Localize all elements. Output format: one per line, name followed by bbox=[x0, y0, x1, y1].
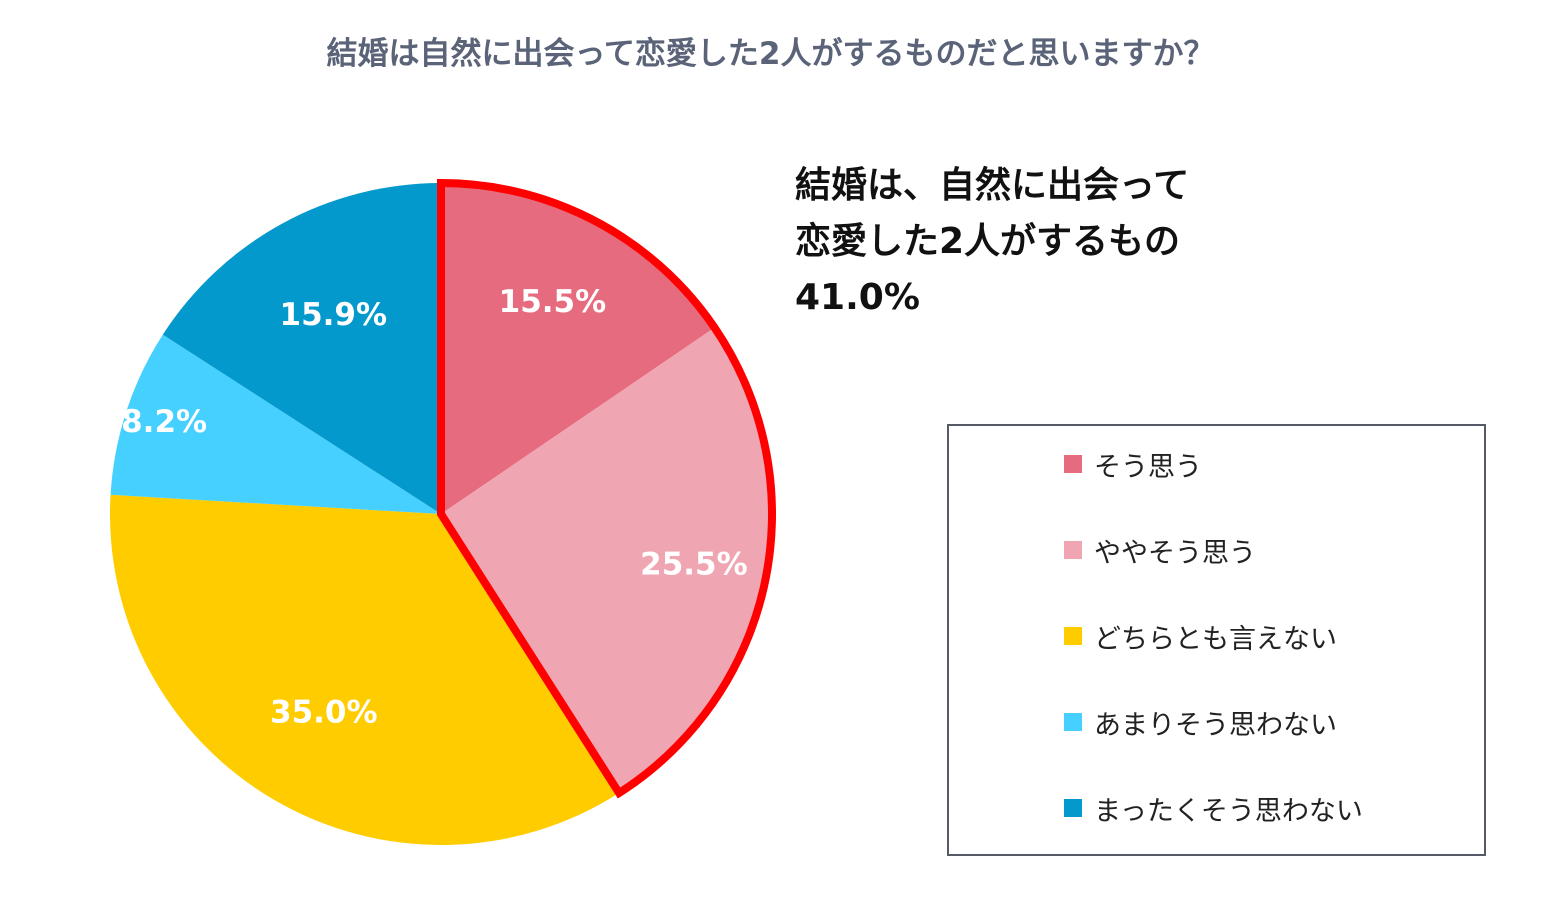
pie-slice bbox=[110, 494, 620, 845]
pie-slice bbox=[162, 182, 441, 514]
legend-item: そう思う bbox=[1064, 448, 1202, 483]
legend-label: どちらとも言えない bbox=[1094, 623, 1337, 655]
pie-slice bbox=[110, 334, 441, 514]
callout-value: 41.0% bbox=[795, 277, 920, 318]
callout-line-2: 恋愛した2人がするもの bbox=[795, 221, 1181, 262]
legend-swatch bbox=[1064, 627, 1082, 645]
slice-label: 35.0% bbox=[270, 694, 378, 730]
legend-item: ややそう思う bbox=[1064, 534, 1256, 569]
callout-line-1: 結婚は、自然に出会って bbox=[795, 165, 1190, 206]
pie-slice bbox=[441, 327, 773, 794]
legend: そう思う ややそう思う どちらとも言えない あまりそう思わない まったくそう思わ… bbox=[947, 424, 1486, 856]
slice-label: 8.2% bbox=[121, 404, 207, 440]
legend-label: そう思う bbox=[1094, 451, 1202, 483]
legend-label: ややそう思う bbox=[1094, 537, 1256, 569]
legend-swatch bbox=[1064, 713, 1082, 731]
legend-label: まったくそう思わない bbox=[1094, 795, 1363, 827]
legend-item: まったくそう思わない bbox=[1064, 792, 1363, 827]
legend-label: あまりそう思わない bbox=[1094, 709, 1337, 741]
slice-label: 15.9% bbox=[280, 297, 388, 333]
highlight-callout: 結婚は、自然に出会って 恋愛した2人がするもの 41.0% bbox=[795, 158, 1189, 326]
slice-label: 25.5% bbox=[640, 546, 748, 582]
legend-swatch bbox=[1064, 799, 1082, 817]
pie-slice bbox=[441, 183, 715, 514]
legend-item: どちらとも言えない bbox=[1064, 620, 1337, 655]
legend-item: あまりそう思わない bbox=[1064, 706, 1337, 741]
legend-swatch bbox=[1064, 455, 1082, 473]
chart-title: 結婚は自然に出会って恋愛した2人がするものだと思いますか？ bbox=[326, 36, 1215, 72]
slice-label: 15.5% bbox=[499, 284, 607, 320]
highlight-outline bbox=[437, 178, 776, 799]
legend-swatch bbox=[1064, 541, 1082, 559]
